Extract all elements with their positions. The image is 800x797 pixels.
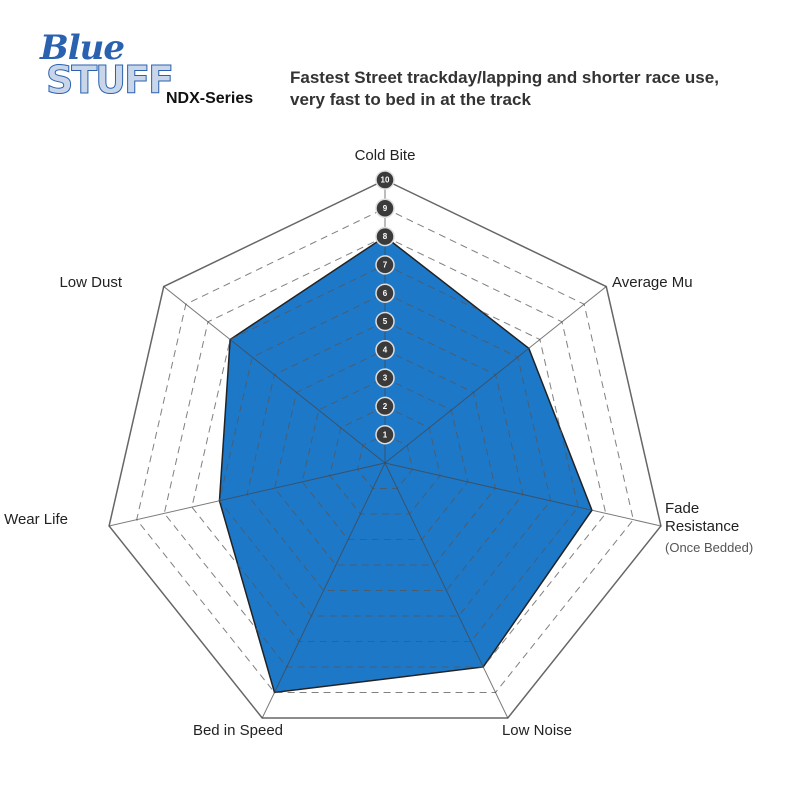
tick-label: 4 — [383, 345, 388, 354]
grid-ring — [163, 236, 607, 668]
tick-marker — [375, 170, 395, 190]
tick-marker — [375, 255, 395, 275]
axis-label: Low Noise — [501, 722, 573, 739]
tick-label: 7 — [383, 261, 388, 270]
spoke — [163, 286, 386, 464]
tick-label: 5 — [383, 317, 388, 326]
spoke — [108, 462, 386, 527]
tick-label: 6 — [383, 289, 388, 298]
chart-title: Fastest Street trackday/lapping and shor… — [290, 68, 719, 109]
spoke — [384, 286, 607, 464]
grid-ring — [108, 179, 662, 719]
tick-label: 2 — [383, 402, 388, 411]
tick-marker — [375, 368, 395, 388]
tick-marker — [375, 396, 395, 417]
grid-ring — [329, 405, 441, 515]
tick-marker — [375, 283, 395, 303]
tick-label: 1 — [383, 430, 388, 439]
tick-label: 9 — [383, 204, 388, 213]
grid-ring — [191, 264, 579, 642]
axis-label: Cold Bite — [354, 147, 416, 164]
grid-ring — [301, 377, 469, 540]
tick-label: 8 — [383, 232, 388, 241]
axis-label: Low Dust — [59, 274, 122, 291]
spoke — [384, 462, 509, 719]
tick-marker — [375, 340, 395, 360]
spoke — [261, 462, 386, 719]
axis-label: Bed in Speed — [192, 722, 284, 739]
tick-marker — [375, 226, 395, 247]
axis-label: Average Mu — [612, 274, 693, 291]
logo-top: Blue — [40, 28, 125, 68]
grid-ring — [356, 434, 414, 489]
axis-label: Wear Life — [4, 511, 68, 528]
spoke — [384, 462, 662, 527]
tick-marker — [375, 198, 395, 219]
tick-marker — [375, 311, 395, 332]
radar-area — [218, 235, 593, 694]
tick-marker — [375, 424, 395, 445]
tick-label: 3 — [383, 374, 388, 383]
logo-bottom: STUFF — [45, 58, 174, 103]
grid-ring — [136, 207, 634, 693]
annotation: (Once Bedded) — [665, 540, 754, 555]
series-name: NDX-Series — [166, 90, 254, 107]
grid-ring — [274, 349, 496, 566]
tick-label: 10 — [381, 176, 390, 185]
axis-label: Fade Resistance — [665, 500, 740, 535]
grid-ring — [218, 292, 552, 617]
